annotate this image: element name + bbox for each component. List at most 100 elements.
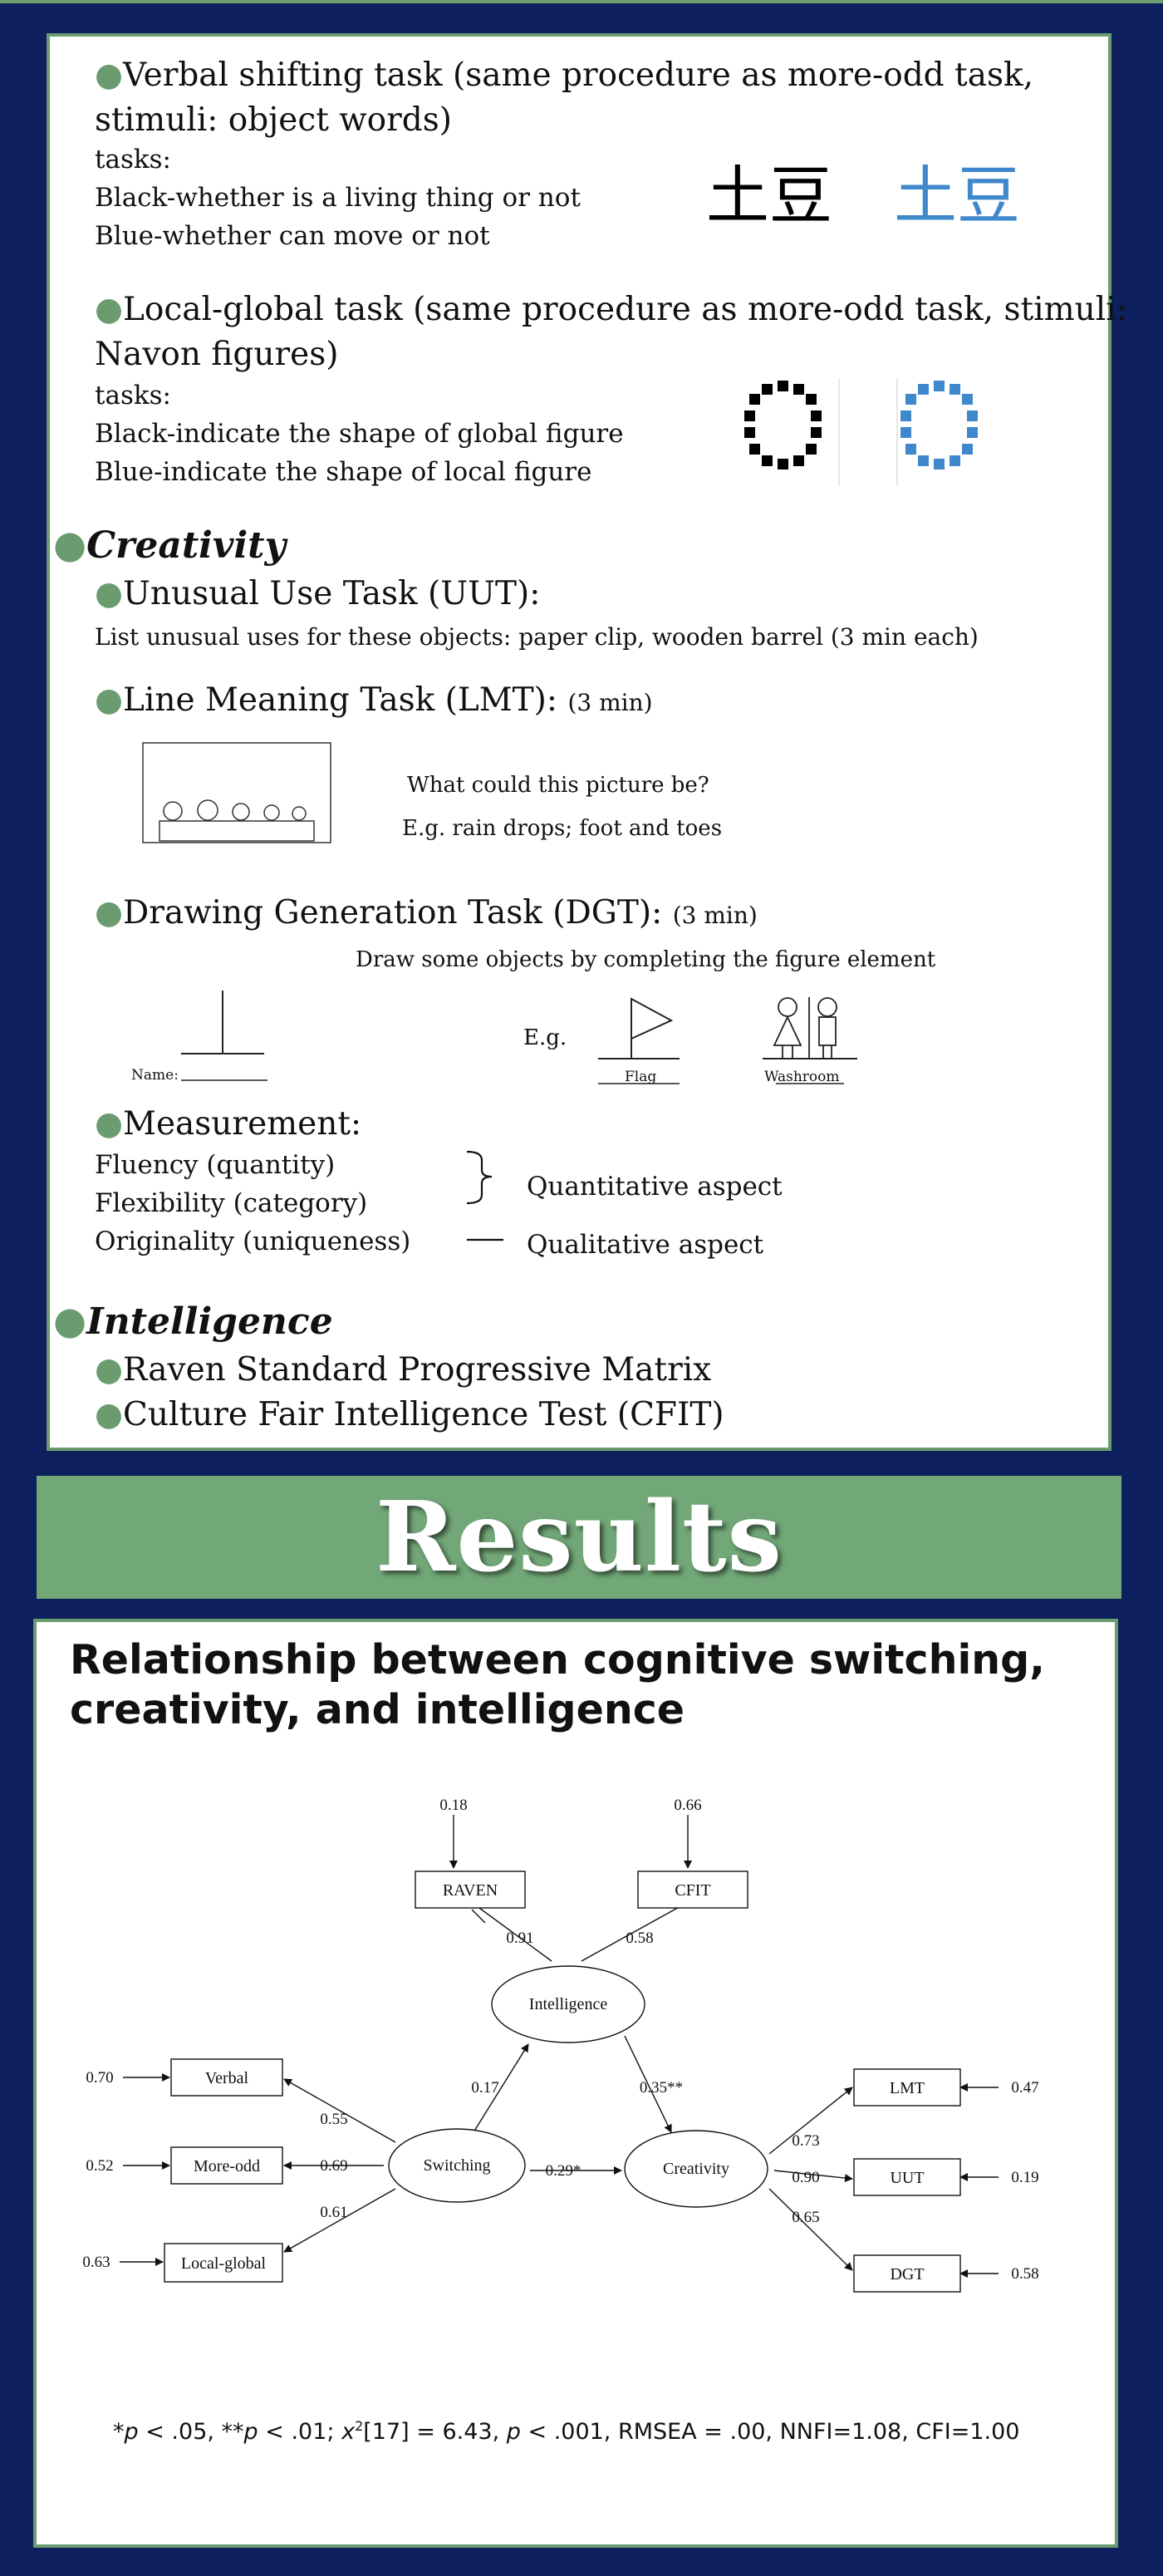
path-coef-switching-creativity: 0.29* — [546, 2162, 582, 2180]
loading-arrow-uut — [773, 2170, 853, 2183]
error-uut: 0.19 — [1011, 2169, 1038, 2186]
measure-flexibility: Flexibility (category) — [95, 1188, 368, 1218]
node-intelligence — [491, 1965, 645, 2043]
error-dgt: 0.58 — [1011, 2265, 1038, 2283]
node-cfit — [637, 1871, 748, 1909]
local-global-heading: ●Local-global task (same procedure as mo… — [95, 291, 1127, 328]
node-cfit-label: CFIT — [675, 1881, 710, 1900]
results-panel: Relationship between cognitive switching… — [33, 1619, 1118, 2548]
stimulus-word-blue: 土豆 — [894, 159, 1020, 233]
loading-uut: 0.90 — [792, 2169, 819, 2186]
measurement-brackets — [466, 1150, 503, 1241]
results-banner: Results — [37, 1476, 1121, 1599]
node-uut-label: UUT — [890, 2169, 924, 2187]
loading-cfit: 0.58 — [626, 1930, 653, 1947]
error-local-global: 0.63 — [82, 2254, 110, 2271]
verbal-heading-cont: stimuli: object words) — [95, 101, 452, 139]
node-lmt-label: LMT — [890, 2079, 925, 2097]
dgt-name-label: Name: — [131, 1067, 179, 1084]
sem-path-diagram: RAVEN CFIT Intelligence Verbal More-odd … — [82, 1797, 1039, 2293]
local-global-task-blue: Blue-indicate the shape of local figure — [95, 457, 592, 487]
path-coef-switching-intelligence: 0.17 — [471, 2079, 498, 2097]
node-switching — [388, 2128, 526, 2203]
quantitative-label: Quantitative aspect — [527, 1172, 783, 1202]
node-intelligence-label: Intelligence — [529, 1995, 608, 2013]
node-local-global — [164, 2243, 283, 2283]
loading-dgt: 0.65 — [792, 2209, 819, 2226]
loading-more-odd: 0.69 — [320, 2157, 347, 2175]
loading-raven: 0.91 — [506, 1930, 533, 1947]
results-title-line2: creativity, and intelligence — [70, 1686, 685, 1733]
local-global-task-black: Black-indicate the shape of global figur… — [95, 419, 624, 449]
error-more-odd: 0.52 — [86, 2157, 113, 2175]
measure-originality: Originality (uniqueness) — [95, 1227, 411, 1256]
node-dgt — [853, 2254, 961, 2293]
dgt-figure-element — [181, 991, 267, 1081]
node-more-odd-label: More-odd — [194, 2157, 260, 2175]
loading-lmt: 0.73 — [792, 2132, 819, 2150]
intelligence-item-raven: ●Raven Standard Progressive Matrix — [95, 1351, 712, 1389]
intelligence-heading: ●Intelligence — [53, 1298, 333, 1343]
path-arrow-intelligence-creativity — [624, 2035, 672, 2133]
loading-verbal: 0.55 — [320, 2111, 347, 2128]
error-verbal: 0.70 — [86, 2069, 113, 2087]
uut-heading: ●Unusual Use Task (UUT): — [95, 575, 541, 612]
flag-label: Flag — [625, 1069, 657, 1085]
washroom-label: Washroom — [764, 1069, 840, 1085]
loading-arrow-dgt — [768, 2188, 853, 2271]
washroom-drawing — [763, 997, 857, 1084]
flag-drawing — [598, 997, 680, 1084]
verbal-task-black: Black-whether is a living thing or not — [95, 183, 581, 213]
measure-fluency: Fluency (quantity) — [95, 1150, 336, 1180]
verbal-task-blue: Blue-whether can move or not — [95, 221, 490, 251]
results-title: Relationship between cognitive switching… — [70, 1635, 1045, 1735]
node-uut — [853, 2158, 961, 2196]
local-global-heading-cont: Navon figures) — [95, 336, 339, 373]
node-raven-label: RAVEN — [443, 1881, 498, 1900]
lmt-example: E.g. rain drops; foot and toes — [402, 816, 723, 841]
loading-arrow-cfit — [581, 1900, 690, 1962]
loading-arrow-raven — [469, 1900, 552, 1962]
dgt-eg-label: E.g. — [523, 1025, 567, 1050]
path-coef-intelligence-creativity: 0.35** — [640, 2079, 683, 2097]
stimulus-word-black: 土豆 — [706, 159, 832, 233]
node-raven — [415, 1871, 526, 1909]
dgt-heading: ●Drawing Generation Task (DGT): (3 min) — [95, 894, 758, 932]
node-verbal-label: Verbal — [205, 2069, 249, 2087]
lmt-figure — [142, 742, 331, 843]
creativity-heading: ●Creativity — [53, 522, 287, 567]
methods-panel: ●Verbal shifting task (same procedure as… — [47, 33, 1127, 1451]
measurement-heading: ●Measurement: — [95, 1105, 362, 1143]
dgt-instruction: Draw some objects by completing the figu… — [356, 947, 936, 972]
navon-figure-black — [744, 379, 840, 485]
error-cfit: 0.66 — [674, 1797, 701, 1814]
loading-arrow-lmt — [768, 2087, 853, 2155]
error-raven: 0.18 — [439, 1797, 467, 1814]
error-lmt: 0.47 — [1011, 2079, 1038, 2097]
loading-line-raven-a — [471, 1909, 486, 1924]
navon-figure-blue — [896, 379, 978, 485]
node-creativity-label: Creativity — [663, 2160, 729, 2178]
verbal-tasks-label: tasks: — [95, 145, 171, 175]
results-title-line1: Relationship between cognitive switching… — [70, 1636, 1045, 1684]
node-more-odd — [170, 2146, 283, 2185]
lmt-heading: ●Line Meaning Task (LMT): (3 min) — [95, 681, 653, 719]
loading-local-global: 0.61 — [320, 2204, 347, 2221]
local-global-tasks-label: tasks: — [95, 381, 171, 410]
node-local-global-label: Local-global — [181, 2254, 267, 2273]
model-fit-note: *p < .05, **p < .01; x2[17] = 6.43, p < … — [113, 2418, 1020, 2445]
uut-text: List unusual uses for these objects: pap… — [95, 623, 979, 651]
loading-arrow-local-global — [283, 2188, 396, 2253]
lmt-question: What could this picture be? — [407, 773, 709, 798]
path-arrow-switching-intelligence — [473, 2043, 529, 2133]
node-dgt-label: DGT — [890, 2265, 924, 2283]
intelligence-item-cfit: ●Culture Fair Intelligence Test (CFIT) — [95, 1396, 724, 1433]
node-lmt — [853, 2068, 961, 2107]
loading-arrow-verbal — [283, 2078, 396, 2143]
node-creativity — [624, 2130, 768, 2208]
verbal-heading: ●Verbal shifting task (same procedure as… — [95, 57, 1034, 94]
node-verbal — [170, 2058, 283, 2097]
qualitative-label: Qualitative aspect — [527, 1230, 764, 1260]
results-banner-title: Results — [375, 1481, 783, 1594]
node-switching-label: Switching — [423, 2156, 490, 2175]
